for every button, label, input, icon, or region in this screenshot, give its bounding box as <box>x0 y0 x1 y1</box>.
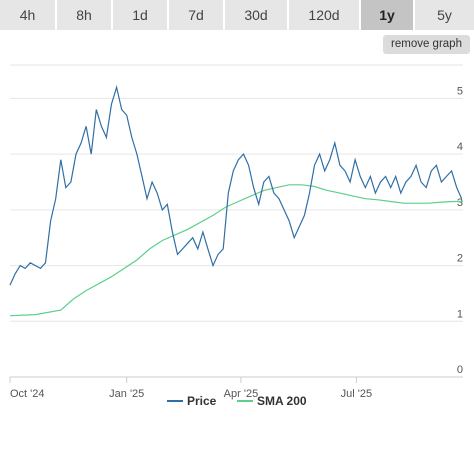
y-tick-label: 4 <box>457 141 463 153</box>
legend-item-sma-200[interactable]: SMA 200 <box>237 394 307 408</box>
tab-8h[interactable]: 8h <box>57 0 113 30</box>
timeframe-tabs: 4h 8h 1d 7d 30d 120d 1y 5y <box>0 0 474 30</box>
y-axis-ticks: 0 1 2 3 4 5 <box>457 85 463 376</box>
sma-200-series-line <box>9 184 463 317</box>
x-axis-ticks: Oct '24 Jan '25 Apr '25 Jul '25 <box>9 377 372 400</box>
x-tick-label: Oct '24 <box>10 388 45 400</box>
tab-120d[interactable]: 120d <box>289 0 361 30</box>
price-series-line <box>9 84 463 286</box>
y-tick-label: 3 <box>457 197 463 209</box>
tab-4h[interactable]: 4h <box>0 0 57 30</box>
legend: Price SMA 200 <box>167 394 307 408</box>
tab-30d[interactable]: 30d <box>225 0 289 30</box>
x-tick-label: Apr '25 <box>224 388 259 400</box>
price-chart: 0 1 2 3 4 5 Oct '24 Jan '25 Apr '25 Jul '25 Pric… <box>9 64 463 408</box>
tab-7d[interactable]: 7d <box>169 0 225 30</box>
grid-lines <box>10 64 463 378</box>
y-tick-label: 5 <box>457 85 463 97</box>
tab-5y[interactable]: 5y <box>415 0 474 30</box>
x-tick-label: Jan '25 <box>109 388 144 400</box>
y-tick-label: 2 <box>457 253 463 265</box>
tab-1d[interactable]: 1d <box>113 0 169 30</box>
tab-1y[interactable]: 1y <box>361 0 415 30</box>
y-tick-label: 1 <box>457 308 463 320</box>
legend-sma-200-label: SMA 200 <box>257 394 307 408</box>
y-tick-label: 0 <box>457 364 463 376</box>
legend-item-price[interactable]: Price <box>167 394 217 408</box>
legend-price-label: Price <box>187 394 217 408</box>
remove-graph-button[interactable]: remove graph <box>383 35 470 54</box>
x-tick-label: Jul '25 <box>341 388 372 400</box>
